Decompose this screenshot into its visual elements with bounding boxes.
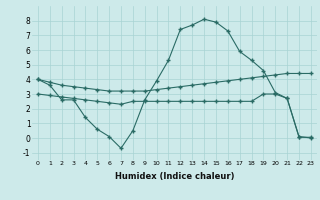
X-axis label: Humidex (Indice chaleur): Humidex (Indice chaleur) <box>115 172 234 181</box>
